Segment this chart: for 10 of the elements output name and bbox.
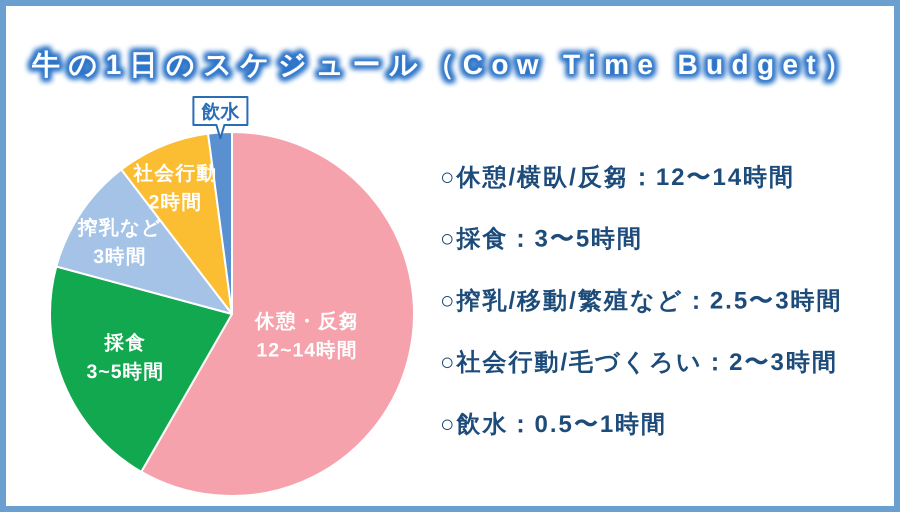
text: ○採食：3〜5時間 [440, 226, 644, 253]
text: ○休憩/横臥/反芻：12〜14時間 [440, 164, 796, 191]
slice-label: 採食 3~5時間 [86, 332, 165, 383]
text: ○社会行動/毛づくろい：2〜3時間 [440, 349, 838, 376]
slice-label: 休憩・反芻 12~14時間 [254, 310, 360, 362]
text: ○飲水：0.5〜1時間 [440, 410, 668, 438]
slice-label: 飲水 [200, 101, 240, 123]
text: ○搾乳/移動/繁殖など：2.5〜3時間 [440, 287, 843, 314]
slice-label: 搾乳など 3時間 [77, 216, 162, 268]
chart-title: 牛の1日のスケジュール（Cow Time Budget） [31, 49, 852, 80]
